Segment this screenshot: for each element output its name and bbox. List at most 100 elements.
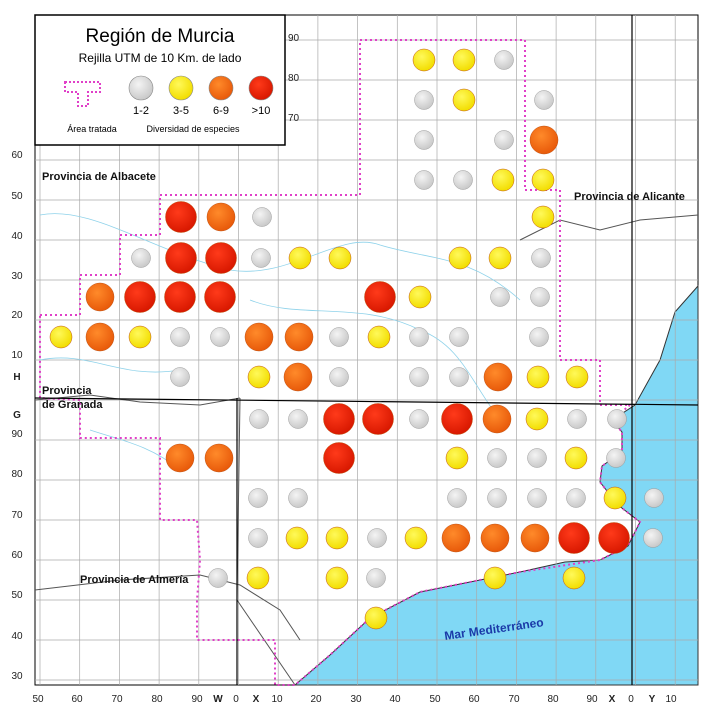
occurrence-dot bbox=[531, 248, 551, 268]
occurrence-dot bbox=[491, 168, 515, 192]
legend-dot bbox=[208, 75, 234, 101]
occurrence-dot bbox=[564, 446, 588, 470]
y-axis-label: 50 bbox=[11, 590, 23, 601]
x-axis-label: 30 bbox=[350, 694, 362, 705]
x-axis-label: 10 bbox=[271, 694, 283, 705]
occurrence-dot bbox=[208, 568, 228, 588]
title: Región de Murcia bbox=[86, 26, 235, 47]
occurrence-dot bbox=[487, 448, 507, 468]
occurrence-dot bbox=[452, 88, 476, 112]
occurrence-dot bbox=[204, 281, 236, 313]
occurrence-dot bbox=[367, 325, 391, 349]
occurrence-dot bbox=[131, 248, 151, 268]
occurrence-dot bbox=[364, 281, 396, 313]
occurrence-dot bbox=[531, 168, 555, 192]
occurrence-dot bbox=[520, 523, 550, 553]
occurrence-dot bbox=[558, 522, 590, 554]
occurrence-dot bbox=[607, 409, 627, 429]
province-label: Provincia de Alicante bbox=[574, 191, 685, 203]
y-axis-label: 40 bbox=[11, 231, 23, 242]
occurrence-dot bbox=[124, 281, 156, 313]
occurrence-dot bbox=[367, 528, 387, 548]
occurrence-dot bbox=[452, 48, 476, 72]
occurrence-dot bbox=[288, 409, 308, 429]
occurrence-dot bbox=[165, 443, 195, 473]
occurrence-dot bbox=[525, 407, 549, 431]
occurrence-dot bbox=[246, 566, 270, 590]
occurrence-dot bbox=[165, 242, 197, 274]
occurrence-dot bbox=[480, 523, 510, 553]
occurrence-dot bbox=[323, 442, 355, 474]
occurrence-dot bbox=[527, 448, 547, 468]
occurrence-dot bbox=[404, 526, 428, 550]
occurrence-dot bbox=[328, 246, 352, 270]
province-label: de Granada bbox=[42, 399, 103, 411]
occurrence-dot bbox=[487, 488, 507, 508]
y-axis-label: 90 bbox=[11, 429, 23, 440]
occurrence-dot bbox=[453, 170, 473, 190]
x-axis-label: Y bbox=[649, 694, 656, 705]
occurrence-dot bbox=[530, 287, 550, 307]
occurrence-dot bbox=[449, 327, 469, 347]
province-label: Provincia de Albacete bbox=[42, 171, 156, 183]
occurrence-dot bbox=[644, 488, 664, 508]
occurrence-dot bbox=[325, 526, 349, 550]
x-axis-label: 80 bbox=[547, 694, 559, 705]
legend-dot bbox=[128, 75, 154, 101]
occurrence-dot bbox=[606, 448, 626, 468]
occurrence-dot bbox=[249, 409, 269, 429]
occurrence-dot bbox=[248, 528, 268, 548]
y-axis-label: 40 bbox=[11, 631, 23, 642]
y-axis-label: G bbox=[13, 410, 21, 421]
occurrence-dot bbox=[409, 367, 429, 387]
province-label: Provincia de Almería bbox=[80, 574, 189, 586]
occurrence-dot bbox=[362, 403, 394, 435]
occurrence-dot bbox=[447, 488, 467, 508]
occurrence-dot bbox=[170, 367, 190, 387]
x-axis-label: 20 bbox=[310, 694, 322, 705]
occurrence-dots bbox=[49, 48, 664, 630]
y-axis-label: 60 bbox=[11, 150, 23, 161]
legend-class-label: 6-9 bbox=[213, 105, 229, 117]
legend-class-label: 3-5 bbox=[173, 105, 189, 117]
occurrence-dot bbox=[128, 325, 152, 349]
legend: 1-2 3-5 6-9 >10 bbox=[128, 75, 274, 117]
occurrence-dot bbox=[483, 362, 513, 392]
x-axis-label: 0 bbox=[628, 694, 634, 705]
occurrence-dot bbox=[598, 522, 630, 554]
x-axis-label: X bbox=[253, 694, 260, 705]
occurrence-dot bbox=[414, 90, 434, 110]
occurrence-dot bbox=[562, 566, 586, 590]
occurrence-dot bbox=[170, 327, 190, 347]
occurrence-dot bbox=[441, 523, 471, 553]
occurrence-dot bbox=[412, 48, 436, 72]
y-axis-label: 50 bbox=[11, 191, 23, 202]
occurrence-dot bbox=[283, 362, 313, 392]
inner-axis-label: 90 bbox=[288, 33, 300, 44]
occurrence-dot bbox=[164, 281, 196, 313]
occurrence-dot bbox=[325, 566, 349, 590]
x-axis-label: 50 bbox=[32, 694, 44, 705]
occurrence-dot bbox=[529, 125, 559, 155]
inner-axis-label: 80 bbox=[288, 73, 300, 84]
occurrence-dot bbox=[414, 130, 434, 150]
occurrence-dot bbox=[247, 365, 271, 389]
axes: 50 60 70 80 90 W 0 X 10 20 30 40 50 60 70 80 90 X 0 Y 106050… bbox=[11, 33, 677, 705]
y-axis-label: 10 bbox=[11, 350, 23, 361]
subtitle: Rejilla UTM de 10 Km. de lado bbox=[79, 51, 242, 65]
occurrence-dot bbox=[364, 606, 388, 630]
x-axis-label: 90 bbox=[191, 694, 203, 705]
occurrence-dot bbox=[409, 409, 429, 429]
occurrence-dot bbox=[483, 566, 507, 590]
occurrence-dot bbox=[531, 205, 555, 229]
occurrence-dot bbox=[494, 50, 514, 70]
x-axis-label: W bbox=[213, 694, 223, 705]
occurrence-dot bbox=[284, 322, 314, 352]
legend-area-label: Área tratada bbox=[67, 124, 117, 134]
legend-diversity-label: Diversidad de especies bbox=[146, 124, 240, 134]
occurrence-dot bbox=[494, 130, 514, 150]
x-axis-label: 70 bbox=[111, 694, 123, 705]
y-axis-label: 70 bbox=[11, 510, 23, 521]
inner-axis-label: 70 bbox=[288, 113, 300, 124]
